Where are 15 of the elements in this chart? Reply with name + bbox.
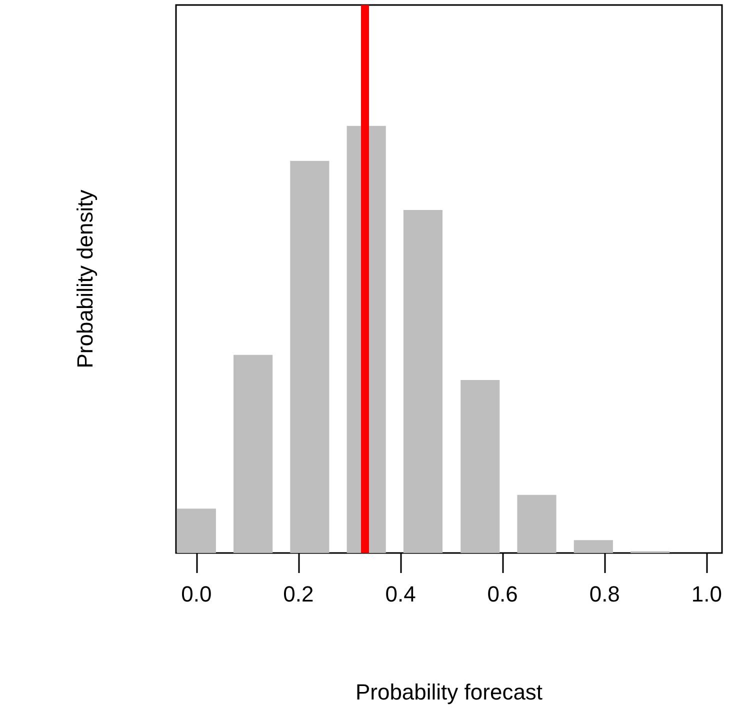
y-axis-title: Probability density (72, 190, 98, 368)
bar (460, 380, 500, 553)
bar (290, 160, 330, 553)
x-tick-label: 0.0 (181, 582, 212, 606)
x-tick-label: 0.6 (487, 582, 518, 606)
bar (403, 210, 443, 553)
bar (574, 540, 613, 553)
x-tick-label: 1.0 (691, 582, 722, 606)
x-tick-label: 0.8 (589, 582, 620, 606)
bar (517, 494, 556, 553)
bar (234, 354, 273, 553)
bar (176, 508, 216, 553)
x-tick-label: 0.2 (283, 582, 314, 606)
x-axis-title: Probability forecast (355, 680, 543, 704)
x-tick-label: 0.4 (385, 582, 416, 606)
